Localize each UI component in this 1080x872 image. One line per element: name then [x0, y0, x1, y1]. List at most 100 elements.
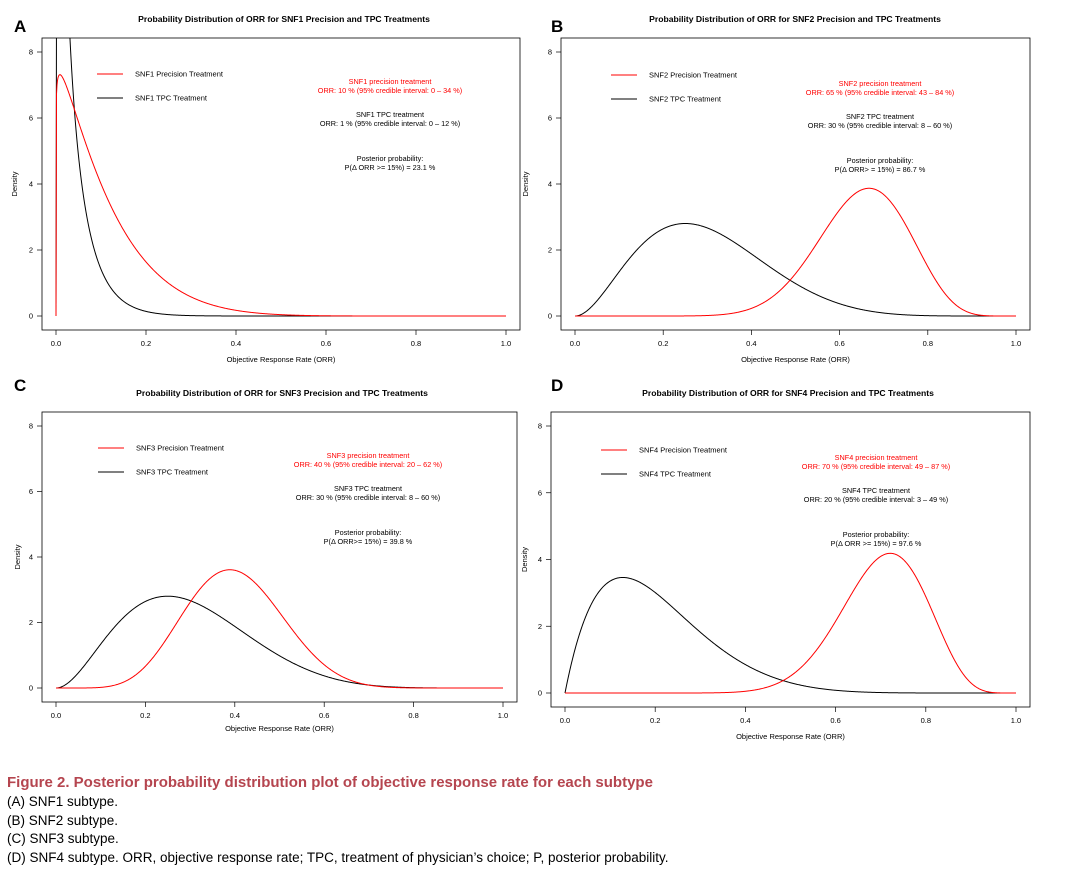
chart-d-xlabel: Objective Response Rate (ORR)	[736, 732, 845, 741]
chart-a-xlabel: Objective Response Rate (ORR)	[227, 355, 336, 364]
chart-b-annotation-line: SNF2 TPC treatment	[846, 112, 914, 121]
panel-letter-c: C	[14, 376, 27, 395]
chart-a-xtick-label: 0.4	[231, 339, 241, 348]
chart-d-annotation-line: SNF4 precision treatment	[835, 453, 918, 462]
chart-b-ytick-label: 0	[548, 312, 552, 321]
chart-d-frame	[550, 411, 1031, 708]
panel-letter-a: A	[14, 17, 27, 36]
chart-b-series-tpc-line	[574, 223, 1016, 317]
chart-d-annotation-line: ORR: 20 % (95% credible interval: 3 – 49…	[804, 495, 948, 504]
panel-letter-b: B	[551, 17, 564, 36]
chart-c-annotation-line: Posterior probability:	[335, 528, 402, 537]
chart-a-series-tpc-line	[55, 38, 506, 317]
chart-d-xtick-label: 0.6	[830, 716, 840, 725]
chart-d-ytick-label: 8	[538, 422, 542, 431]
chart-c-annotation-line: P(Δ ORR>= 15%) = 39.8 %	[324, 537, 413, 546]
chart-b-ytick-label: 4	[548, 180, 552, 189]
chart-c-xtick-label: 0.0	[51, 711, 61, 720]
chart-b-annotation-line: SNF2 precision treatment	[839, 79, 922, 88]
chart-d-xtick-label: 0.8	[921, 716, 931, 725]
chart-c-ytick-label: 4	[29, 553, 33, 562]
chart-c-annotation-line: ORR: 30 % (95% credible interval: 8 – 60…	[296, 493, 440, 502]
figure-caption: Figure 2. Posterior probability distribu…	[7, 773, 1072, 867]
caption-line-b: (B) SNF2 subtype.	[7, 812, 119, 828]
chart-a-xtick-label: 0.2	[141, 339, 151, 348]
chart-d-ytick-label: 0	[538, 689, 542, 698]
chart-c-xtick-label: 0.4	[230, 711, 240, 720]
chart-c-frame	[41, 411, 518, 703]
caption-line-a: (A) SNF1 subtype.	[7, 794, 119, 809]
chart-c-legend-label: SNF3 TPC Treatment	[136, 468, 209, 477]
chart-a-ytick-label: 0	[29, 312, 33, 321]
chart-a-annotation-line: SNF1 precision treatment	[349, 77, 432, 86]
chart-b-annotation-line: P(Δ ORR> = 15%) = 86.7 %	[835, 165, 926, 174]
chart-d-xtick-label: 0.0	[560, 716, 570, 725]
chart-b-xtick-label: 0.0	[570, 339, 580, 348]
chart-c-ytick-label: 2	[29, 618, 33, 627]
chart-b-xtick-label: 1.0	[1011, 339, 1021, 348]
chart-a-xtick-label: 0.8	[411, 339, 421, 348]
chart-c-xtick-label: 0.2	[140, 711, 150, 720]
chart-c-ylabel: Density	[13, 544, 22, 569]
caption-line-c: (C) SNF3 subtype.	[7, 831, 119, 846]
chart-c-ytick-label: 0	[29, 684, 33, 693]
chart-a-ytick-label: 4	[29, 180, 33, 189]
chart-a-title: Probability Distribution of ORR for SNF1…	[138, 14, 430, 24]
chart-c-xtick-label: 0.8	[408, 711, 418, 720]
chart-c-xlabel: Objective Response Rate (ORR)	[225, 724, 334, 733]
chart-b-annotation-line: ORR: 30 % (95% credible interval: 8 – 60…	[808, 121, 952, 130]
chart-d-annotation-line: Posterior probability:	[843, 530, 910, 539]
chart-d-annotation-line: ORR: 70 % (95% credible interval: 49 – 8…	[802, 462, 950, 471]
chart-d-xtick-label: 0.2	[650, 716, 660, 725]
chart-c-series-tpc-line	[55, 595, 503, 689]
chart-a-frame	[41, 37, 521, 331]
chart-b-ytick-label: 6	[548, 114, 552, 123]
chart-a-annotation-line: ORR: 1 % (95% credible interval: 0 – 12 …	[320, 119, 460, 128]
chart-c-annotation-line: ORR: 40 % (95% credible interval: 20 – 6…	[294, 460, 442, 469]
chart-c-title: Probability Distribution of ORR for SNF3…	[136, 388, 428, 398]
chart-b-title: Probability Distribution of ORR for SNF2…	[649, 14, 941, 24]
chart-c-legend-label: SNF3 Precision Treatment	[136, 444, 225, 453]
chart-d-legend-label: SNF4 Precision Treatment	[639, 446, 728, 455]
chart-d-ytick-label: 2	[538, 622, 542, 631]
caption-title: Figure 2. Posterior probability distribu…	[7, 774, 653, 791]
chart-d-legend-label: SNF4 TPC Treatment	[639, 470, 712, 479]
chart-a-legend-label: SNF1 TPC Treatment	[135, 94, 208, 103]
chart-b-annotation-line: ORR: 65 % (95% credible interval: 43 – 8…	[806, 88, 954, 97]
chart-c-annotation-line: SNF3 TPC treatment	[334, 484, 402, 493]
chart-b-legend-label: SNF2 TPC Treatment	[649, 95, 722, 104]
chart-d-ylabel: Density	[520, 547, 529, 572]
chart-b-ylabel: Density	[521, 171, 530, 196]
chart-d-title: Probability Distribution of ORR for SNF4…	[642, 388, 934, 398]
chart-a-annotation-line: SNF1 TPC treatment	[356, 110, 424, 119]
chart-b-frame	[560, 37, 1031, 331]
chart-d-series-tpc-line	[564, 576, 1016, 694]
chart-c-xtick-label: 1.0	[498, 711, 508, 720]
chart-a-series-precision-line	[55, 74, 506, 317]
chart-d-xtick-label: 0.4	[740, 716, 750, 725]
chart-b-ytick-label: 2	[548, 246, 552, 255]
chart-c-annotation-line: SNF3 precision treatment	[327, 451, 410, 460]
panel-letter-d: D	[551, 376, 564, 395]
chart-b-xtick-label: 0.4	[746, 339, 756, 348]
chart-b-ytick-label: 8	[548, 48, 552, 57]
chart-d-annotation-line: P(Δ ORR >= 15%) = 97.6 %	[831, 539, 922, 548]
chart-a-ytick-label: 8	[29, 48, 33, 57]
chart-b-series-precision-line	[575, 187, 1016, 317]
chart-a-legend-label: SNF1 Precision Treatment	[135, 70, 224, 79]
chart-a-annotation-line: P(Δ ORR >= 15%) = 23.1 %	[345, 163, 436, 172]
chart-c-series-precision-line	[56, 569, 503, 689]
chart-a-annotation-line: Posterior probability:	[357, 154, 424, 163]
chart-b-xtick-label: 0.8	[923, 339, 933, 348]
chart-b-xlabel: Objective Response Rate (ORR)	[741, 355, 850, 364]
chart-a-xtick-label: 1.0	[501, 339, 511, 348]
caption-line-d: (D) SNF4 subtype. ORR, objective respons…	[7, 849, 669, 865]
chart-c-ytick-label: 6	[29, 487, 33, 496]
chart-d-series-precision-line	[565, 552, 1016, 694]
chart-d-ytick-label: 4	[538, 555, 542, 564]
chart-a-annotation-line: ORR: 10 % (95% credible interval: 0 – 34…	[318, 86, 462, 95]
chart-b-annotation-line: Posterior probability:	[847, 156, 914, 165]
chart-b-xtick-label: 0.6	[834, 339, 844, 348]
chart-a-ytick-label: 2	[29, 246, 33, 255]
chart-a-ytick-label: 6	[29, 114, 33, 123]
